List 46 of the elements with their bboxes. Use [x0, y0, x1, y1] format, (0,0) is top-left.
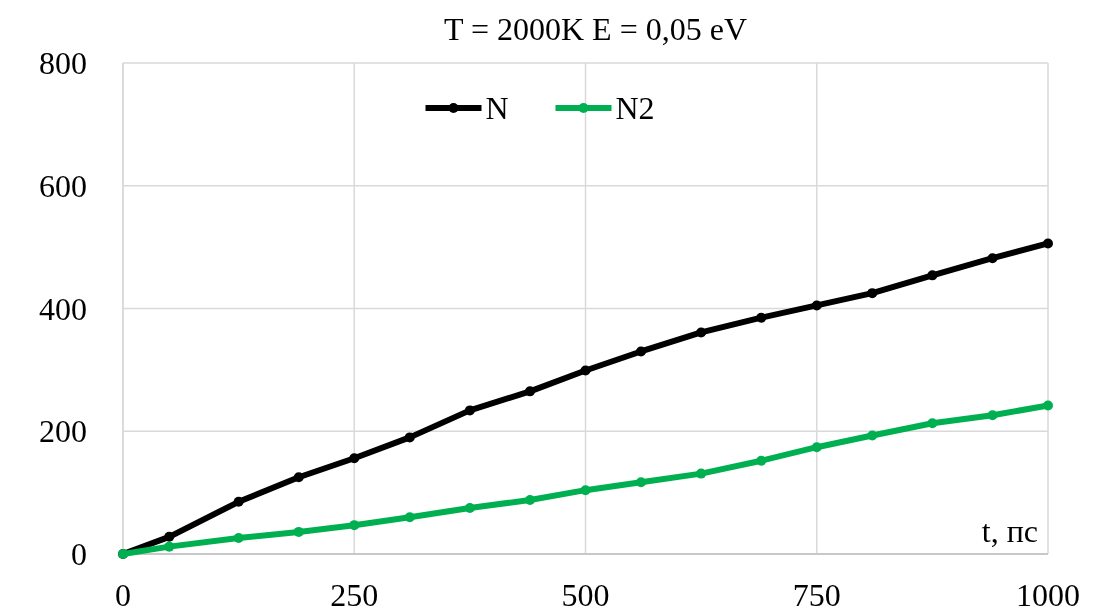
point: [987, 253, 998, 264]
point: [525, 494, 535, 505]
y-tick-label: 0: [71, 536, 87, 572]
point: [464, 405, 475, 416]
point: [293, 472, 304, 483]
y-tick-label: 200: [39, 413, 87, 450]
x-tick-label: 0: [115, 577, 131, 613]
point: [927, 270, 938, 281]
point: [636, 346, 646, 357]
point: [867, 430, 878, 441]
point: [987, 410, 998, 421]
point: [636, 477, 646, 488]
point: [1043, 400, 1053, 411]
point: [404, 512, 415, 523]
x-tick-label: 500: [561, 577, 610, 613]
point: [867, 288, 878, 299]
point: [1043, 238, 1053, 249]
point: [349, 520, 360, 531]
point: [927, 418, 938, 429]
y-tick-label: 400: [39, 290, 87, 327]
point: [404, 432, 415, 443]
x-axis-title: t, пс: [981, 513, 1038, 549]
point: [811, 300, 822, 311]
point: [756, 455, 767, 466]
point: [756, 312, 767, 323]
point: [164, 541, 175, 552]
chart-title: T = 2000K E = 0,05 eV: [443, 11, 748, 47]
x-tick-label: 250: [330, 577, 379, 613]
y-tick-label: 800: [39, 45, 87, 81]
point: [233, 496, 244, 507]
point: [164, 531, 175, 542]
point: [696, 327, 707, 338]
legend-label: N: [485, 90, 509, 126]
point: [293, 526, 304, 537]
x-tick-label: 750: [792, 577, 841, 613]
legend-label: N2: [615, 90, 655, 126]
point: [349, 453, 360, 464]
point: [811, 442, 822, 453]
point: [580, 485, 591, 496]
point: [525, 386, 535, 397]
point: [580, 365, 591, 376]
point: [233, 533, 244, 544]
point: [696, 468, 707, 479]
point: [464, 502, 475, 513]
y-tick-label: 600: [39, 167, 87, 204]
x-tick-label: 1000: [1016, 577, 1080, 613]
